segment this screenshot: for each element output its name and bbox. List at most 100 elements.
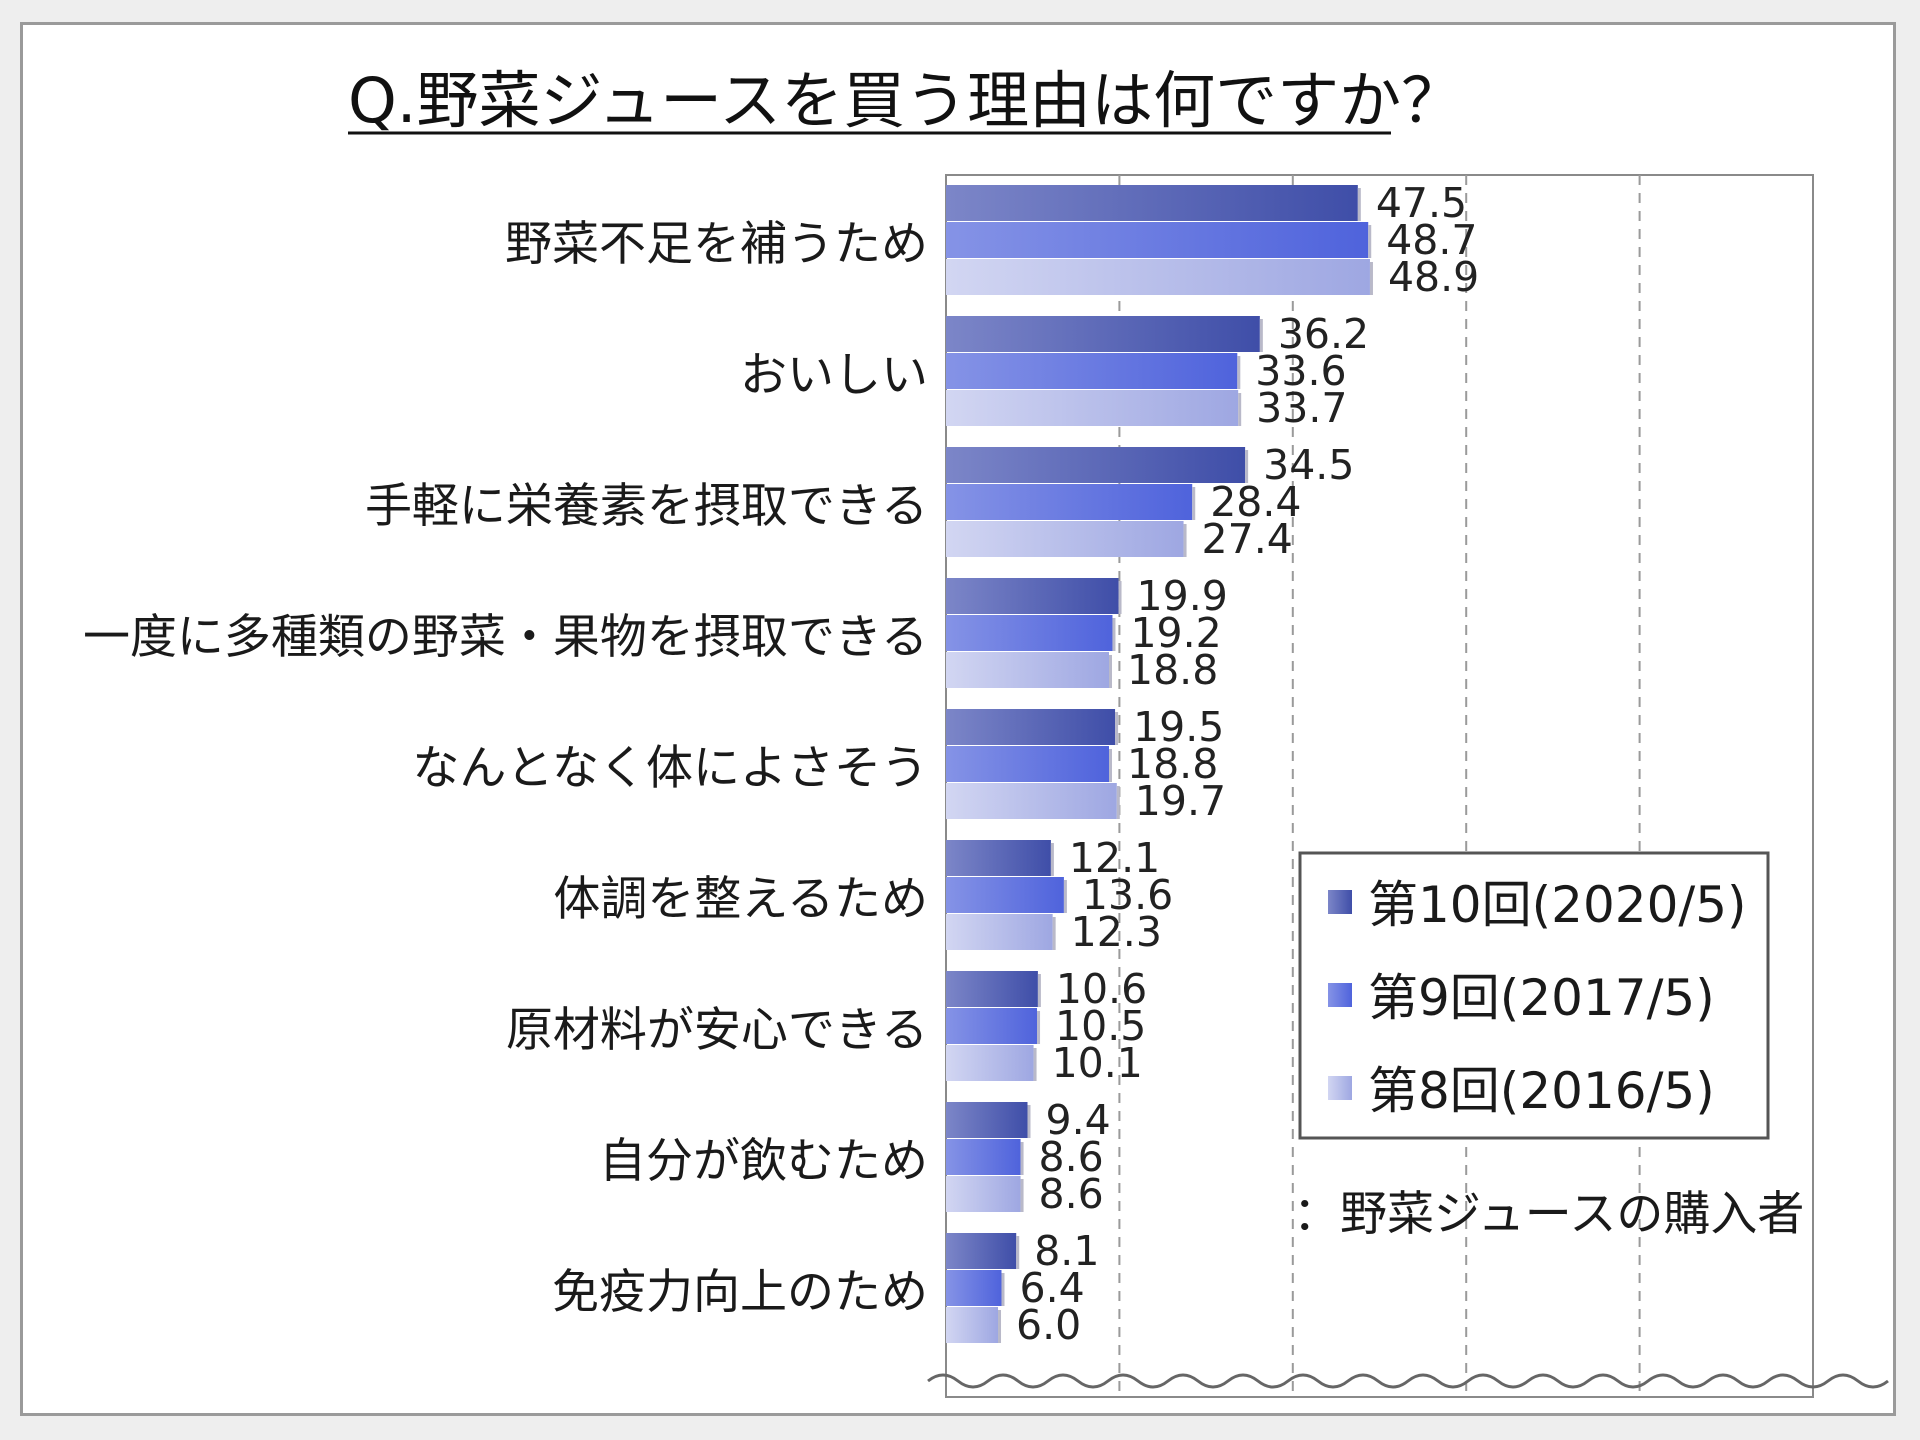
bar-shadow [1052, 917, 1056, 950]
bar-s2-7 [946, 1176, 1021, 1212]
bar-shadow [1116, 786, 1120, 819]
bar-s2-5 [946, 914, 1053, 950]
value-label-s1-0: 48.7 [1386, 216, 1477, 264]
value-label-s0-6: 10.6 [1056, 965, 1147, 1013]
bar-s2-0 [946, 259, 1370, 295]
value-label-s0-5: 12.1 [1069, 834, 1160, 882]
value-label-s2-5: 12.3 [1071, 908, 1162, 956]
value-label-s1-2: 28.4 [1210, 478, 1301, 526]
value-labels: 47.548.748.9 36.233.633.7 34.528.427.4 19.9… [1016, 179, 1479, 1349]
value-label-s2-0: 48.9 [1388, 253, 1479, 301]
bar-shadow [1238, 393, 1242, 426]
bar-shadow [1192, 487, 1196, 520]
bar-shadow [1237, 356, 1241, 389]
category-label: 手軽に栄養素を摂取できる [365, 479, 928, 534]
value-label-s0-8: 8.1 [1034, 1227, 1099, 1275]
bar-shadow [1027, 1105, 1031, 1138]
bar-s2-6 [946, 1045, 1034, 1081]
chart-svg: Q.野菜ジュースを買う理由は何ですか？ 野菜不足を補うためおいしい手軽に栄養素を… [83, 64, 1889, 1398]
legend: 第10回(2020/5) 第9回(2017/5) 第8回(2016/5) [1298, 851, 1770, 1140]
bar-shadow [1020, 1142, 1024, 1175]
value-label-s2-1: 33.7 [1256, 384, 1347, 432]
legend-label-s2: 第8回(2016/5) [1368, 1062, 1715, 1120]
bar-shadow [998, 1310, 1002, 1343]
bar-shadow [1368, 225, 1372, 258]
value-label-s1-1: 33.6 [1255, 347, 1346, 395]
bar-s0-0 [946, 185, 1358, 221]
value-label-s1-4: 18.8 [1127, 740, 1218, 788]
bar-s0-5 [946, 840, 1051, 876]
chart-title: Q.野菜ジュースを買う理由は何ですか？ [348, 64, 1463, 137]
bar-s0-1 [946, 316, 1260, 352]
bar-s0-2 [946, 447, 1246, 483]
value-label-s1-8: 6.4 [1019, 1264, 1084, 1312]
value-label-s0-1: 36.2 [1278, 310, 1369, 358]
chart-frame: Q.野菜ジュースを買う理由は何ですか？ 野菜不足を補うためおいしい手軽に栄養素を… [20, 22, 1896, 1416]
bar-shadow [1063, 880, 1067, 913]
bar-s0-4 [946, 709, 1116, 745]
bar-shadow [1050, 843, 1054, 876]
axis-break-line [927, 1373, 1889, 1389]
value-label-s2-7: 8.6 [1039, 1170, 1104, 1218]
value-label-s2-8: 6.0 [1016, 1301, 1081, 1349]
bar-shadow [1037, 1011, 1041, 1044]
value-label-s1-6: 10.5 [1055, 1002, 1146, 1050]
legend-label-s1: 第9回(2017/5) [1368, 969, 1715, 1027]
bar-shadow [1259, 319, 1263, 352]
value-label-s2-3: 18.8 [1127, 646, 1218, 694]
bar-s2-3 [946, 652, 1109, 688]
category-label: なんとなく体によさそう [412, 741, 928, 796]
category-label: 野菜不足を補うため [505, 217, 928, 272]
value-label-s1-7: 8.6 [1039, 1133, 1104, 1181]
value-label-s2-6: 10.1 [1052, 1039, 1143, 1087]
bar-shadow [1183, 524, 1187, 557]
bars [946, 185, 1373, 1343]
bar-s1-7 [946, 1139, 1021, 1175]
value-label-s0-7: 9.4 [1045, 1096, 1110, 1144]
bar-shadow [1037, 974, 1041, 1007]
bar-shadow [1118, 581, 1122, 614]
bar-shadow [1001, 1273, 1005, 1306]
bar-s0-3 [946, 578, 1119, 614]
bar-s1-4 [946, 746, 1109, 782]
bar-s1-8 [946, 1270, 1002, 1306]
value-label-s1-5: 13.6 [1082, 871, 1173, 919]
value-label-s0-3: 19.9 [1137, 572, 1228, 620]
bar-shadow [1016, 1236, 1020, 1269]
category-label: 自分が飲むため [599, 1134, 928, 1189]
category-label: 一度に多種類の野菜・果物を摂取できる [83, 610, 928, 665]
legend-swatch-s0 [1328, 890, 1352, 914]
bar-s2-4 [946, 783, 1117, 819]
bar-shadow [1115, 712, 1119, 745]
bar-s1-3 [946, 615, 1113, 651]
category-label: おいしい [740, 348, 928, 403]
legend-box [1298, 851, 1770, 1140]
bar-s1-5 [946, 877, 1064, 913]
category-labels: 野菜不足を補うためおいしい手軽に栄養素を摂取できる一度に多種類の野菜・果物を摂取… [83, 217, 928, 1320]
bar-shadow [1369, 262, 1373, 295]
bar-shadow [1108, 749, 1112, 782]
value-label-s1-3: 19.2 [1130, 609, 1221, 657]
bar-s1-1 [946, 353, 1238, 389]
bar-s2-1 [946, 390, 1239, 426]
bar-s2-2 [946, 521, 1184, 557]
legend-swatch-s2 [1328, 1076, 1352, 1100]
value-label-s0-2: 34.5 [1263, 441, 1354, 489]
bar-shadow [1020, 1179, 1024, 1212]
category-label: 原材料が安心できる [506, 1003, 928, 1058]
bar-shadow [1033, 1048, 1037, 1081]
value-label-s2-4: 19.7 [1135, 777, 1226, 825]
value-label-s0-0: 47.5 [1376, 179, 1467, 227]
bar-s0-6 [946, 971, 1038, 1007]
legend-label-s0: 第10回(2020/5) [1368, 876, 1747, 934]
bar-s2-8 [946, 1307, 999, 1343]
bar-shadow [1108, 655, 1112, 688]
respondent-note: ：野菜ジュースの購入者 [1293, 1187, 1804, 1242]
legend-swatch-s1 [1328, 983, 1352, 1007]
value-label-s0-4: 19.5 [1133, 703, 1224, 751]
category-label: 免疫力向上のため [552, 1265, 928, 1320]
bar-shadow [1245, 450, 1249, 483]
bar-s1-2 [946, 484, 1193, 520]
bar-shadow [1112, 618, 1116, 651]
bar-s0-8 [946, 1233, 1017, 1269]
